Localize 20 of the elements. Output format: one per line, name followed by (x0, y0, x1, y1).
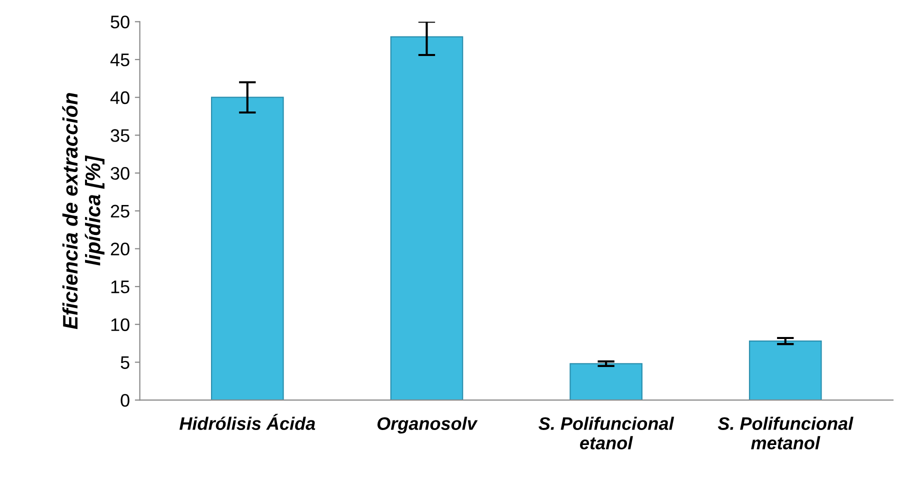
y-tick-label: 50 (110, 16, 130, 28)
bar (748, 340, 822, 400)
y-tick-label: 25 (110, 204, 130, 218)
x-tick-label: Organosolv (377, 416, 478, 434)
x-tick-label: Hidrólisis Ácida (180, 414, 316, 430)
x-tick-label: S. Polifuncional etanol (538, 416, 674, 450)
y-tick-label: 35 (110, 129, 130, 142)
bar (210, 96, 284, 400)
bar (570, 363, 642, 400)
y-tick-label: 40 (110, 91, 130, 104)
y-tick-label: 45 (110, 54, 130, 66)
y-tick-label: 0 (120, 394, 130, 407)
y-tick-label: 10 (111, 318, 130, 332)
y-tick-label: 5 (120, 356, 130, 369)
y-axis-title: Eficiencia de extracción lipídica [%] (62, 93, 104, 330)
bar (390, 36, 464, 400)
y-tick-label: 15 (111, 280, 130, 294)
y-tick-label: 20 (110, 242, 130, 256)
y-tick-label: 30 (110, 166, 130, 180)
x-tick-label: S. Polifuncional metanol (718, 416, 854, 450)
